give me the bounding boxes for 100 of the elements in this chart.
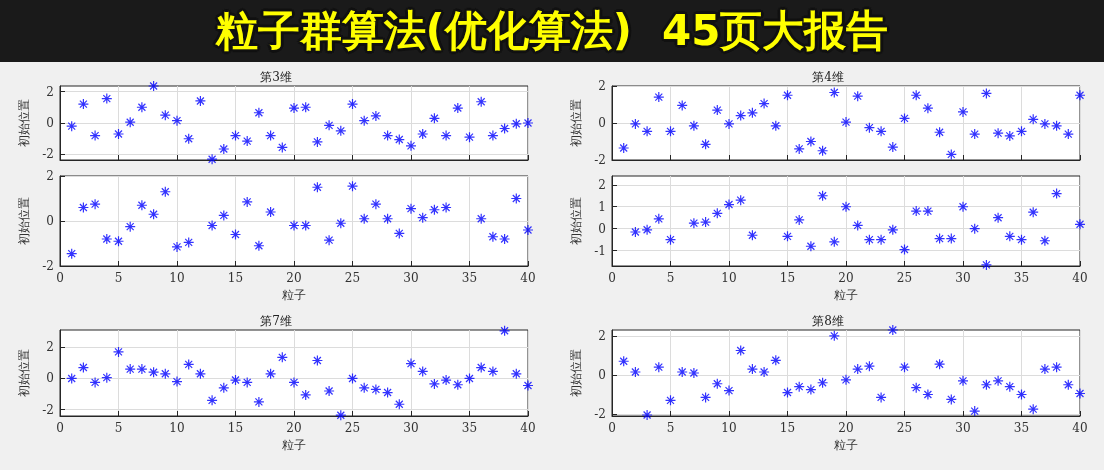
- point: [840, 201, 852, 213]
- point: [629, 118, 641, 130]
- point: [218, 143, 230, 155]
- x-tick-label: 35: [461, 421, 478, 435]
- point: [241, 376, 253, 388]
- point: [653, 361, 665, 373]
- y-tick-label: 0: [46, 214, 54, 228]
- point: [1027, 113, 1039, 125]
- point: [393, 227, 405, 239]
- point: [311, 354, 323, 367]
- point: [863, 234, 875, 246]
- chart-title: 第7维: [260, 314, 292, 328]
- point: [66, 120, 78, 132]
- point: [499, 325, 511, 337]
- point: [300, 101, 312, 113]
- point: [89, 376, 101, 388]
- x-tick-label: 40: [1072, 271, 1088, 285]
- point: [382, 130, 394, 142]
- point: [817, 190, 829, 202]
- point: [136, 199, 148, 211]
- point: [463, 131, 476, 143]
- point: [323, 385, 335, 397]
- point: [852, 363, 864, 375]
- point: [664, 394, 677, 406]
- point: [440, 374, 452, 386]
- point: [910, 382, 922, 394]
- point: [746, 107, 758, 119]
- point: [101, 93, 113, 105]
- y-tick-label: -2: [42, 402, 54, 417]
- y-tick-label: 0: [598, 367, 606, 382]
- point: [945, 148, 957, 161]
- point: [183, 133, 195, 145]
- point: [346, 372, 359, 385]
- y-tick-label: -2: [594, 153, 606, 167]
- point: [229, 130, 242, 142]
- x-tick-label: 35: [461, 271, 478, 285]
- point: [723, 384, 735, 397]
- point: [887, 141, 899, 153]
- point: [358, 382, 370, 394]
- point: [805, 240, 817, 252]
- point: [300, 219, 312, 232]
- x-tick-label: 30: [403, 271, 419, 285]
- x-axis-title: 粒子: [282, 437, 306, 452]
- point: [770, 354, 782, 366]
- point: [688, 120, 700, 132]
- x-tick-label: 10: [169, 271, 185, 285]
- y-axis-title: 初始位置: [17, 99, 31, 147]
- point: [288, 219, 300, 232]
- x-tick-label: 20: [286, 421, 302, 435]
- x-tick-label: 10: [721, 421, 737, 435]
- point: [335, 125, 347, 137]
- point: [700, 138, 712, 150]
- y-axis-title: 初始位置: [17, 349, 31, 397]
- point: [817, 145, 829, 157]
- y-tick-label: 2: [46, 169, 54, 183]
- point: [510, 192, 522, 205]
- point: [101, 372, 113, 384]
- point: [124, 116, 136, 128]
- point: [711, 207, 723, 219]
- point: [875, 234, 887, 246]
- x-tick-label: 40: [1072, 421, 1088, 435]
- point: [475, 213, 487, 225]
- chart-title: 第3维: [260, 70, 292, 84]
- point: [276, 351, 288, 363]
- point: [746, 363, 758, 375]
- y-tick-label: 2: [46, 340, 54, 355]
- point: [723, 198, 735, 211]
- point: [817, 377, 829, 389]
- point: [887, 324, 899, 336]
- point: [452, 102, 464, 114]
- x-tick-label: 30: [955, 271, 971, 285]
- point: [992, 212, 1004, 224]
- point: [1004, 130, 1016, 142]
- point: [1004, 230, 1016, 242]
- x-axis-title: 粒子: [834, 287, 858, 302]
- point: [711, 378, 723, 390]
- point: [487, 231, 499, 243]
- point: [323, 119, 335, 131]
- x-tick-label: 25: [344, 271, 361, 285]
- point: [510, 118, 522, 130]
- point: [875, 125, 887, 137]
- point: [311, 136, 323, 148]
- point: [417, 365, 429, 378]
- point: [171, 376, 183, 388]
- point: [629, 366, 641, 378]
- point: [840, 116, 852, 128]
- point: [335, 217, 347, 229]
- point: [77, 98, 89, 110]
- y-axis-title: 初始位置: [569, 99, 583, 147]
- x-tick-label: 0: [608, 271, 616, 285]
- x-tick-label: 15: [779, 421, 796, 435]
- x-tick-label: 40: [520, 421, 536, 435]
- point: [992, 127, 1004, 139]
- point: [793, 214, 805, 226]
- point: [735, 194, 747, 206]
- point: [770, 120, 782, 132]
- point: [487, 365, 499, 378]
- x-tick-label: 20: [838, 421, 854, 435]
- point: [934, 358, 946, 370]
- point: [171, 115, 183, 127]
